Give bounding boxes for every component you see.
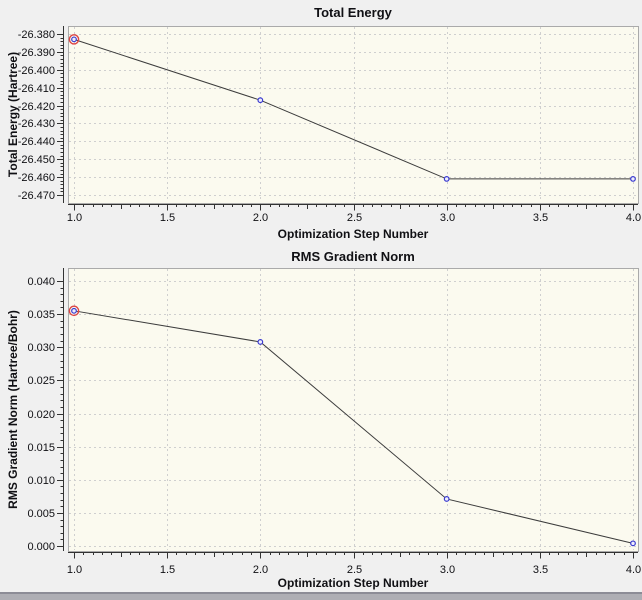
x-tick-label: 1.5: [160, 212, 175, 224]
y-tick-label: -26.430: [18, 118, 55, 130]
y-tick-label: 0.010: [27, 475, 55, 487]
y-axis-title: RMS Gradient Norm (Hartree/Bohr): [6, 310, 20, 509]
x-tick-label: 3.0: [440, 564, 455, 576]
x-tick-label: 3.5: [533, 212, 548, 224]
data-point-marker[interactable]: [630, 540, 636, 547]
y-tick-label: -26.450: [18, 154, 55, 166]
y-tick-label: 0.005: [27, 508, 55, 520]
y-tick-label: -26.410: [18, 83, 55, 95]
rms-gradient-norm-chart: 0.040 0.035 0.030 0.025 0.020 0.015 0.010 0.005…: [6, 249, 641, 590]
y-tick-label: -26.460: [18, 172, 55, 184]
y-tick-label: -26.390: [18, 47, 55, 59]
x-tick-label: 4.0: [626, 564, 641, 576]
y-tick-label: -26.470: [18, 190, 55, 202]
chart-title: Total Energy: [314, 5, 393, 20]
x-tick-label: 2.0: [253, 564, 268, 576]
y-axis-title: Total Energy (Hartree): [6, 52, 20, 177]
data-point-marker[interactable]: [71, 307, 77, 314]
plot-canvas[interactable]: [68, 26, 639, 204]
data-point-marker[interactable]: [630, 175, 636, 182]
selected-point-ring: [68, 305, 80, 317]
total-energy-chart: -26.380 -26.390 -26.400 -26.410 -26.420 -26.4…: [6, 5, 641, 241]
selected-point-ring: [68, 34, 80, 45]
x-tick-label: 3.5: [533, 564, 548, 576]
y-tick-label: 0.015: [27, 442, 55, 454]
y-tick-label: 0.025: [27, 375, 55, 387]
data-point-marker[interactable]: [443, 175, 450, 182]
data-polyline: [73, 310, 634, 544]
data-polyline: [73, 38, 633, 180]
x-axis-title: Optimization Step Number: [278, 576, 429, 590]
x-tick-label: 1.5: [160, 564, 175, 576]
x-tick-label: 1.0: [67, 212, 82, 224]
plot-canvas[interactable]: [68, 268, 639, 552]
y-tick-label: -26.380: [18, 29, 55, 41]
horizontal-splitter[interactable]: [0, 592, 642, 600]
data-point-marker[interactable]: [257, 97, 264, 104]
y-tick-label: 0.020: [27, 409, 55, 421]
x-tick-label: 1.0: [67, 564, 82, 576]
x-tick-label: 2.0: [253, 212, 268, 224]
x-tick-label: 2.5: [347, 564, 362, 576]
y-tick-label: 0.040: [27, 276, 55, 288]
y-tick-label: -26.440: [18, 136, 55, 148]
x-axis-title: Optimization Step Number: [278, 227, 429, 241]
data-point-marker[interactable]: [257, 339, 264, 345]
y-tick-label: -26.400: [18, 65, 55, 77]
y-tick-label: 0.030: [27, 342, 55, 354]
y-tick-label: -26.420: [18, 101, 55, 113]
x-tick-label: 3.0: [440, 212, 455, 224]
data-point-marker[interactable]: [443, 496, 450, 502]
data-point-marker[interactable]: [71, 36, 77, 43]
y-tick-label: 0.000: [27, 541, 55, 553]
chart-title: RMS Gradient Norm: [291, 249, 415, 264]
y-tick-label: 0.035: [27, 309, 55, 321]
x-tick-label: 4.0: [626, 212, 641, 224]
x-tick-label: 2.5: [347, 212, 362, 224]
